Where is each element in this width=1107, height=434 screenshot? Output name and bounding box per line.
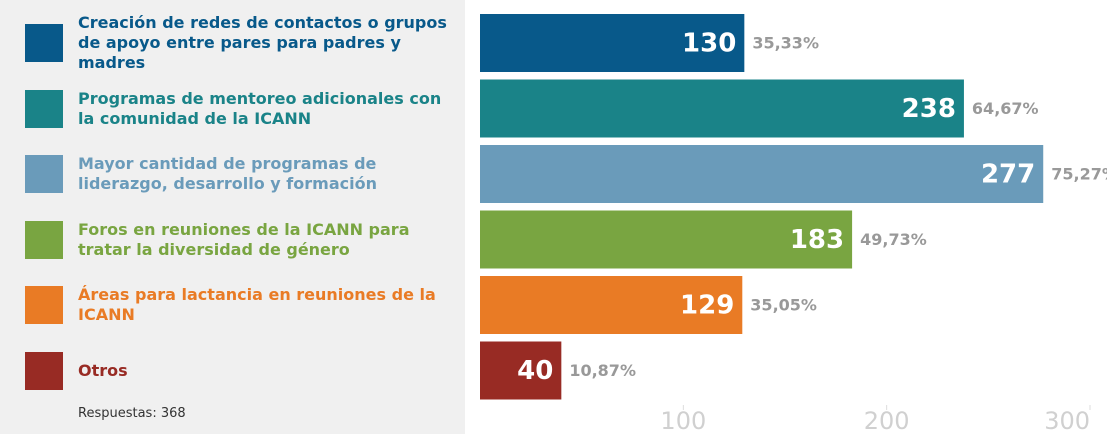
x-tick-label: 300 bbox=[1044, 407, 1090, 434]
legend-label: Áreas para lactancia en reuniones de la … bbox=[78, 285, 436, 324]
bar bbox=[480, 145, 1044, 203]
percent-label: 75,27% bbox=[1051, 165, 1107, 184]
legend-swatch bbox=[25, 220, 63, 259]
bar bbox=[480, 14, 745, 72]
legend-swatch bbox=[25, 351, 63, 390]
legend-swatch bbox=[25, 155, 63, 193]
x-tick-label: 100 bbox=[660, 407, 706, 434]
percent-label: 64,67% bbox=[972, 99, 1039, 118]
x-tick-label: 200 bbox=[864, 407, 910, 434]
percent-label: 49,73% bbox=[860, 230, 927, 249]
value-label: 40 bbox=[517, 356, 553, 386]
legend-label: Foros en reuniones de la ICANN para trat… bbox=[78, 219, 410, 259]
legend-label: Mayor cantidad de programas de liderazgo… bbox=[78, 154, 377, 193]
footnote: Respuestas: 368 bbox=[78, 406, 186, 421]
bar bbox=[480, 341, 562, 400]
legend-swatch bbox=[25, 89, 63, 128]
legend-swatch bbox=[25, 24, 63, 62]
bar bbox=[480, 79, 964, 138]
legend-label: Otros bbox=[78, 360, 128, 380]
legend-label: Programas de mentoreo adicionales con la… bbox=[78, 88, 442, 128]
percent-label: 35,33% bbox=[752, 34, 819, 53]
bar bbox=[480, 210, 853, 269]
bar bbox=[480, 276, 743, 334]
percent-label: 10,87% bbox=[569, 361, 636, 380]
value-label: 130 bbox=[682, 29, 736, 59]
legend-swatch bbox=[25, 286, 63, 324]
value-label: 183 bbox=[790, 225, 844, 255]
value-label: 129 bbox=[680, 291, 734, 321]
legend-label: Creación de redes de contactos o grupos … bbox=[78, 13, 447, 72]
value-label: 238 bbox=[902, 94, 956, 124]
value-label: 277 bbox=[981, 160, 1035, 190]
percent-label: 35,05% bbox=[750, 296, 817, 315]
legend-panel: Respuestas: 368 Creación de redes de con… bbox=[0, 0, 465, 434]
